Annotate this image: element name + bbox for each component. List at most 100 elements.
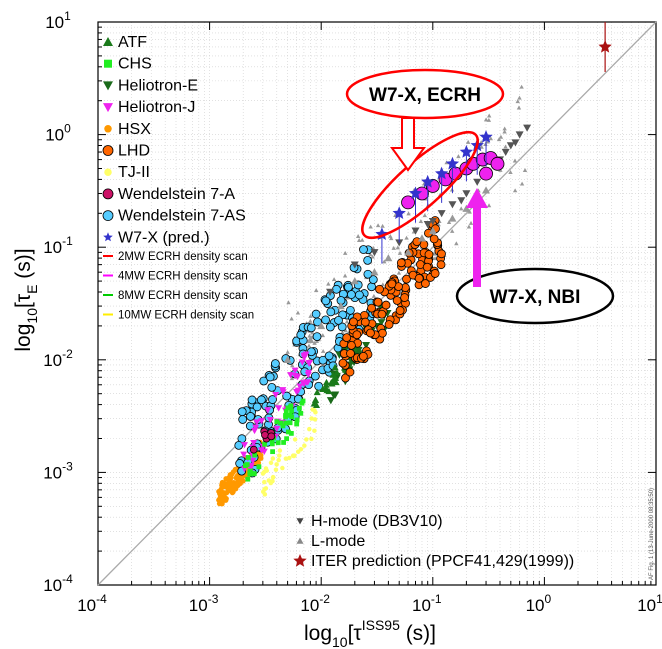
cloud-point <box>371 293 377 298</box>
cloud-point <box>291 453 297 459</box>
data-point <box>473 178 482 186</box>
cloud-point <box>304 371 312 379</box>
cloud-point <box>395 306 405 315</box>
cloud-point <box>269 441 275 447</box>
cloud-point <box>217 491 223 497</box>
cloud-point <box>388 233 393 238</box>
cloud-point <box>247 395 257 405</box>
data-point <box>445 156 460 170</box>
cloud-point <box>251 471 257 477</box>
cloud-point <box>328 380 336 387</box>
legend-label: TJ-II <box>118 164 150 181</box>
data-point <box>448 214 457 222</box>
cloud-point <box>293 388 301 396</box>
cloud-point <box>406 211 411 216</box>
x-tick-label: 10-2 <box>300 592 330 615</box>
cloud-point <box>363 269 373 279</box>
cloud-point <box>252 452 258 458</box>
cloud-point <box>273 467 279 473</box>
cloud-point <box>381 300 391 310</box>
cloud-point <box>519 181 525 186</box>
cloud-point <box>391 245 396 250</box>
cloud-point <box>404 235 409 240</box>
data-point <box>336 302 345 310</box>
cloud-point <box>370 254 375 259</box>
cloud-point <box>265 372 275 382</box>
cloud-point <box>283 408 289 414</box>
nbi-arrow-shaft <box>473 205 481 287</box>
cloud-point <box>485 139 490 144</box>
cloud-point <box>466 224 472 229</box>
cloud-point <box>344 319 350 324</box>
legend-label: H-mode (DB3V10) <box>311 513 443 530</box>
cloud-point <box>309 416 314 421</box>
x-tick-label: 10-3 <box>189 592 219 615</box>
grid-lines <box>98 22 656 585</box>
cloud-point <box>289 376 295 381</box>
cloud-point <box>396 270 402 275</box>
data-point <box>462 204 471 212</box>
cloud-point <box>486 113 492 118</box>
data-point <box>408 186 423 200</box>
cloud-point <box>294 421 300 427</box>
cloud-point <box>277 448 283 453</box>
y-axis-label: log10[τE (s)] <box>12 248 40 351</box>
cloud-point <box>249 445 258 454</box>
cloud-point <box>341 373 350 383</box>
cloud-point <box>512 158 518 163</box>
cloud-point <box>310 371 320 381</box>
cloud-point <box>273 425 281 433</box>
cloud-point <box>224 490 230 496</box>
legend-marker <box>296 518 304 525</box>
cloud-point <box>256 395 266 405</box>
cloud-point <box>503 144 508 149</box>
cloud-point <box>354 290 364 300</box>
cloud-point <box>437 249 446 259</box>
cloud-point <box>343 328 348 333</box>
cloud-point <box>359 245 368 254</box>
cloud-point <box>402 274 411 284</box>
cloud-point <box>308 313 313 318</box>
data-point <box>306 335 315 344</box>
cloud-point <box>270 449 276 455</box>
data-point <box>428 218 437 226</box>
cloud-point <box>275 440 281 446</box>
cloud-point <box>392 296 402 305</box>
data-point <box>317 321 326 330</box>
cloud-point <box>230 486 236 492</box>
data-point <box>490 156 505 171</box>
data-point <box>437 210 446 218</box>
plot-frame <box>97 21 657 586</box>
legend-label: Wendelstein 7-A <box>118 186 235 203</box>
cloud-point <box>260 471 266 476</box>
cloud-point <box>272 392 280 399</box>
cloud-point <box>305 360 313 367</box>
cloud-point <box>309 436 314 442</box>
cloud-point <box>294 417 300 423</box>
data-point <box>457 197 466 205</box>
cloud-point <box>430 269 440 278</box>
cloud-point <box>465 139 471 144</box>
cloud-point <box>306 343 312 348</box>
data-point <box>350 261 359 269</box>
cloud-point <box>278 420 284 426</box>
side-note: AF Fig. 1 (13-June-2000 08:35:50) <box>649 488 655 580</box>
cloud-point <box>429 234 439 244</box>
cloud-point <box>286 300 291 305</box>
cloud-point <box>382 259 387 264</box>
cloud-point <box>292 437 298 442</box>
cloud-point <box>412 237 422 247</box>
cloud-point <box>322 381 330 388</box>
cloud-point <box>295 449 301 455</box>
cloud-point <box>436 260 446 270</box>
cloud-point <box>234 440 244 450</box>
cloud-point <box>342 333 352 343</box>
data-point <box>501 148 510 157</box>
cloud-point <box>312 332 322 341</box>
cloud-point <box>355 234 361 239</box>
cloud-point <box>285 429 291 435</box>
legend-marker <box>104 168 112 176</box>
cloud-point <box>296 405 302 411</box>
legend: ATF CHS Heliotron-E Heliotron-J HSX LHD TJ-II W… <box>102 34 254 322</box>
legend-label: 10MW ECRH density scan <box>118 310 254 322</box>
